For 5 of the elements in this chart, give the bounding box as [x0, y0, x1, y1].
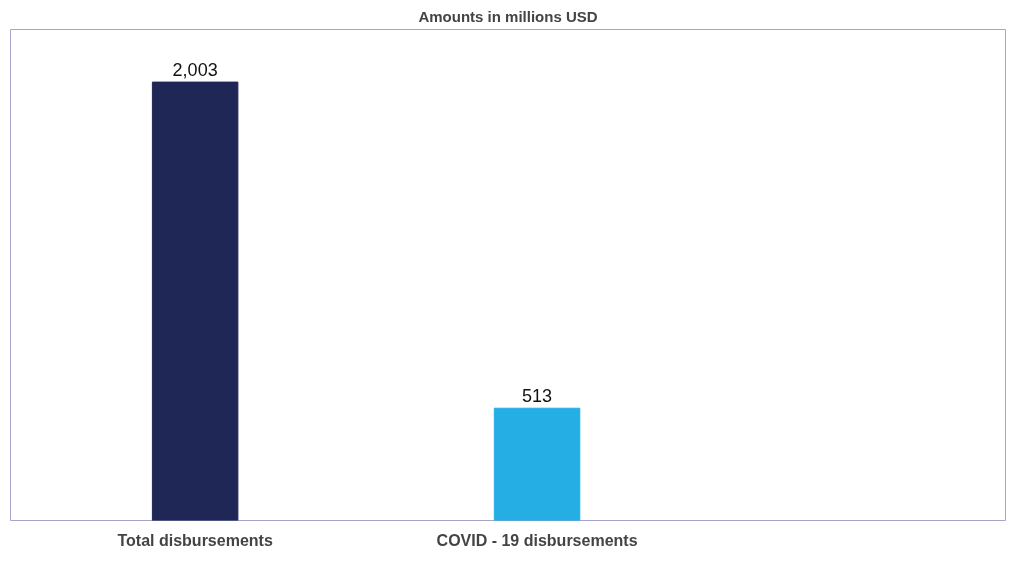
x-tick-label: COVID - 19 disbursements	[436, 531, 638, 549]
data-label: 2,003	[172, 60, 218, 81]
chart-title: Amounts in millions USD	[418, 7, 598, 25]
x-tick-label: Total disbursements	[117, 531, 273, 549]
data-label: 513	[522, 386, 553, 407]
